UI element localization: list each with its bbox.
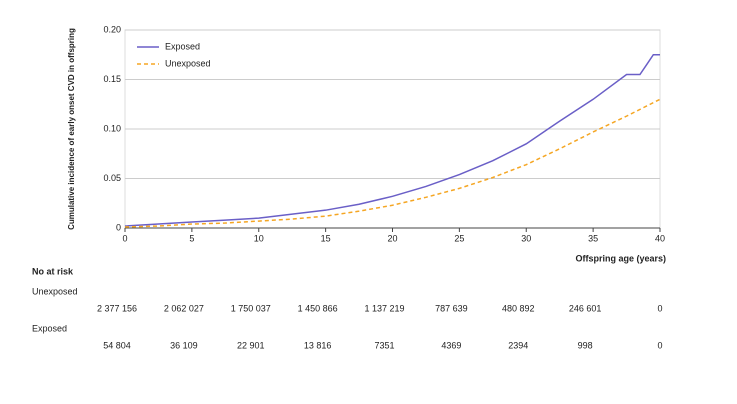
y-tick-label: 0 bbox=[116, 222, 121, 232]
risk-count: 1 137 219 bbox=[364, 303, 404, 313]
risk-count: 13 816 bbox=[304, 340, 332, 350]
risk-count: 54 804 bbox=[103, 340, 131, 350]
risk-count: 1 750 037 bbox=[231, 303, 271, 313]
risk-row-label: Exposed bbox=[32, 323, 67, 333]
y-tick-label: 0.10 bbox=[103, 123, 121, 133]
series-line bbox=[124, 98, 661, 228]
risk-count: 36 109 bbox=[170, 340, 198, 350]
legend-label: Exposed bbox=[165, 41, 200, 51]
risk-count: 22 901 bbox=[237, 340, 265, 350]
y-tick-label: 0.20 bbox=[103, 24, 121, 34]
risk-count: 787 639 bbox=[435, 303, 468, 313]
risk-count: 1 450 866 bbox=[298, 303, 338, 313]
x-tick-label: 10 bbox=[254, 233, 264, 243]
risk-count: 2 062 027 bbox=[164, 303, 204, 313]
risk-count: 480 892 bbox=[502, 303, 535, 313]
risk-row-label: Unexposed bbox=[32, 286, 78, 296]
risk-count: 2 377 156 bbox=[97, 303, 137, 313]
series-line bbox=[124, 54, 660, 227]
y-tick-label: 0.15 bbox=[103, 74, 121, 84]
x-tick-label: 5 bbox=[189, 233, 194, 243]
risk-table-title: No at risk bbox=[32, 266, 74, 276]
risk-count: 2394 bbox=[508, 340, 528, 350]
x-tick-label: 30 bbox=[521, 233, 531, 243]
x-tick-label: 25 bbox=[454, 233, 464, 243]
x-axis-label: Offspring age (years) bbox=[575, 253, 666, 263]
x-tick-label: 0 bbox=[122, 233, 127, 243]
risk-count: 246 601 bbox=[569, 303, 602, 313]
legend-label: Unexposed bbox=[165, 58, 211, 68]
y-axis-label: Cumulative incidence of early onset CVD … bbox=[67, 28, 76, 230]
x-tick-label: 20 bbox=[387, 233, 397, 243]
risk-count: 0 bbox=[657, 303, 662, 313]
x-tick-label: 15 bbox=[321, 233, 331, 243]
risk-count: 0 bbox=[657, 340, 662, 350]
risk-count: 998 bbox=[578, 340, 593, 350]
x-tick-label: 40 bbox=[655, 233, 665, 243]
y-tick-label: 0.05 bbox=[103, 173, 121, 183]
risk-count: 4369 bbox=[441, 340, 461, 350]
x-tick-label: 35 bbox=[588, 233, 598, 243]
risk-count: 7351 bbox=[374, 340, 394, 350]
